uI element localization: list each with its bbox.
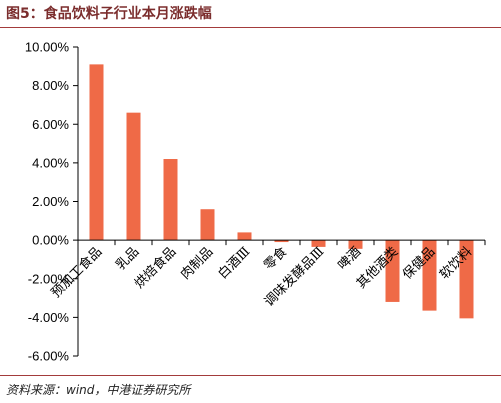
- x-tick-label: 零食: [261, 244, 291, 274]
- y-tick-label: 4.00%: [32, 155, 69, 170]
- source-rule: [0, 375, 501, 376]
- bar: [89, 64, 104, 241]
- bar: [237, 232, 252, 241]
- y-tick-label: 10.00%: [25, 40, 70, 55]
- bar: [126, 112, 141, 241]
- bar: [163, 159, 178, 241]
- bar: [274, 240, 289, 243]
- bar: [348, 240, 363, 249]
- bars: [89, 64, 474, 319]
- figure-title: 图5：食品饮料子行业本月涨跌幅: [6, 6, 212, 22]
- x-tick-label: 白酒Ⅲ: [215, 244, 254, 283]
- bar: [459, 240, 474, 319]
- y-axis: 10.00% 8.00% 6.00% 4.00% 2.00% 0.00% -2.00% -4.…: [25, 40, 79, 364]
- bar: [200, 209, 215, 241]
- y-tick-label: -2.00%: [28, 271, 70, 286]
- source-note: 资料来源：wind，中港证券研究所: [6, 383, 191, 397]
- y-tick-label: 0.00%: [32, 233, 69, 248]
- x-tick-label: 乳品: [113, 244, 142, 273]
- title-rule: [0, 27, 501, 28]
- bar: [311, 240, 326, 247]
- y-tick-label: -4.00%: [28, 310, 70, 325]
- y-tick-label: -6.00%: [28, 349, 70, 364]
- x-tick-label: 肉制品: [178, 244, 216, 282]
- bar: [385, 240, 400, 302]
- bar: [422, 240, 437, 311]
- y-tick-label: 2.00%: [32, 194, 69, 209]
- y-tick-label: 8.00%: [32, 78, 69, 93]
- bar-chart: 10.00% 8.00% 6.00% 4.00% 2.00% 0.00% -2.00% -4.…: [25, 40, 486, 364]
- x-tick-label: 烘焙食品: [131, 244, 179, 292]
- y-tick-label: 6.00%: [32, 117, 69, 132]
